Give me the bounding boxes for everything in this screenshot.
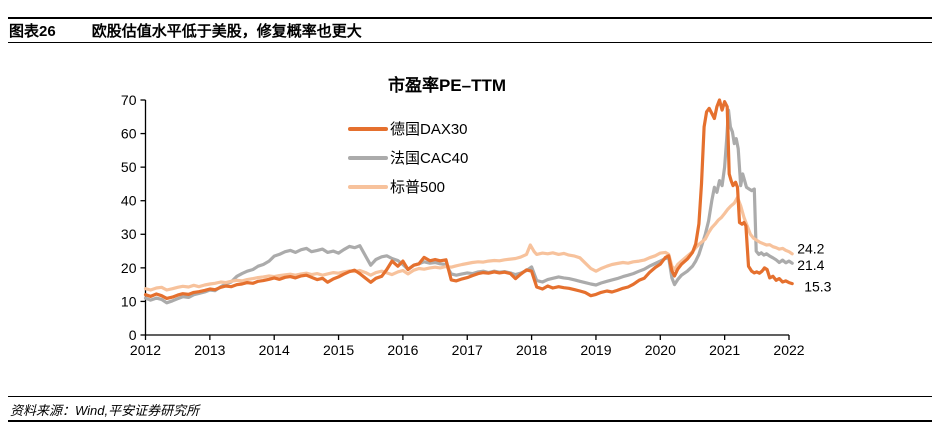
series-end-label-sp500: 24.2 (797, 241, 824, 257)
series-end-label-cac40: 21.4 (797, 257, 824, 273)
legend-label-cac40: 法国CAC40 (390, 150, 469, 167)
y-tick-label: 20 (121, 260, 137, 276)
y-tick-label: 70 (121, 92, 137, 108)
y-tick-label: 0 (129, 327, 137, 343)
x-tick-label: 2021 (709, 342, 740, 358)
x-tick-label: 2015 (323, 342, 354, 358)
figure-label: 图表26 (9, 23, 56, 40)
x-tick-label: 2016 (387, 342, 418, 358)
header-rule-bottom (8, 42, 932, 43)
axis-lines (144, 100, 789, 336)
legend-item-cac40: 法国CAC40 (348, 143, 468, 172)
series-line-cac40 (143, 108, 794, 305)
legend-item-dax30: 德国DAX30 (348, 114, 468, 143)
x-tick-label: 2022 (773, 342, 804, 358)
footer-source: 资料来源：Wind,平安证券研究所 (10, 403, 200, 418)
legend-swatch-sp500 (348, 184, 388, 189)
legend-label-sp500: 标普500 (390, 179, 446, 196)
y-tick-label: 40 (121, 193, 137, 209)
x-tick-label: 2017 (452, 342, 483, 358)
y-tick-label: 10 (121, 293, 137, 309)
figure-title: 欧股估值水平低于美股，修复概率也更大 (91, 23, 362, 40)
x-tick-label: 2020 (645, 342, 676, 358)
x-tick-label: 2013 (194, 342, 225, 358)
legend-swatch-cac40 (348, 155, 388, 160)
chart-title: 市盈率PE–TTM (387, 76, 507, 95)
x-tick-label: 2019 (580, 342, 611, 358)
figure-header: 图表26 欧股估值水平低于美股，修复概率也更大 (9, 20, 929, 41)
series-end-label-dax30: 15.3 (804, 279, 831, 295)
x-tick-label: 2014 (259, 342, 290, 358)
legend-item-sp500: 标普500 (348, 172, 468, 201)
legend: 德国DAX30 法国CAC40 标普500 (348, 114, 468, 201)
y-tick-label: 60 (121, 125, 137, 141)
legend-swatch-dax30 (348, 126, 388, 131)
y-tick-label: 30 (121, 226, 137, 242)
x-tick-label: 2018 (516, 342, 547, 358)
y-tick-label: 50 (121, 159, 137, 175)
x-tick-label: 2012 (130, 342, 161, 358)
header-rule-top (8, 17, 932, 19)
series-line-dax30 (143, 98, 794, 300)
series-line-sp500 (143, 195, 794, 292)
legend-label-dax30: 德国DAX30 (390, 121, 468, 138)
footer-rule-top (8, 396, 932, 397)
footer-rule-bottom (8, 420, 932, 422)
